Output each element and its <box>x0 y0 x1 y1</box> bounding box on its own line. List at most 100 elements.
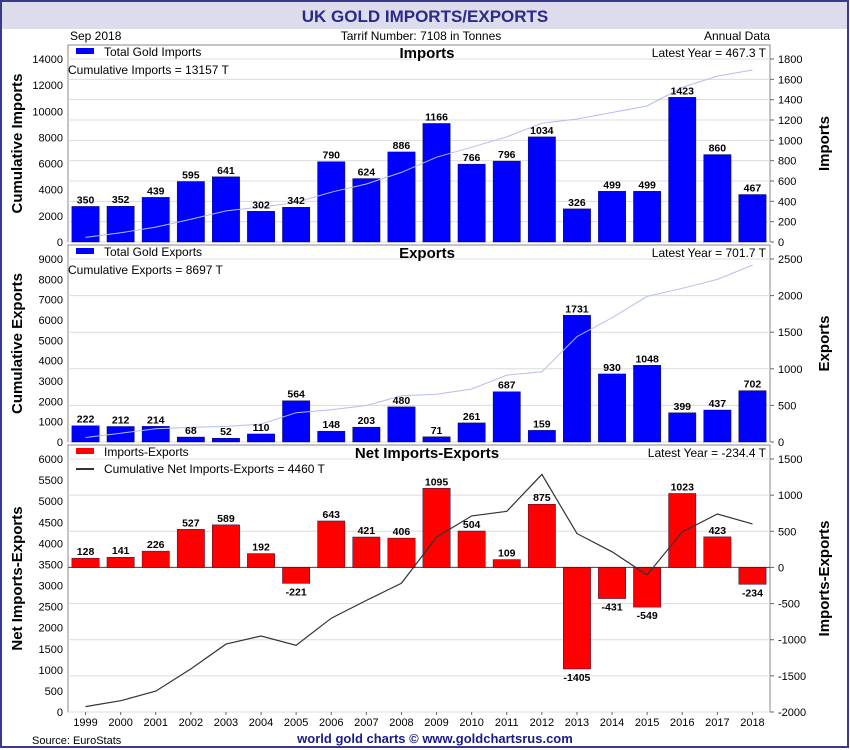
left-tick-label: 2000 <box>39 211 63 223</box>
value-label: 423 <box>709 525 727 537</box>
right-tick-label: 2500 <box>778 254 802 266</box>
right-axis-label: Imports-Exports <box>816 521 833 637</box>
bar-2015 <box>633 191 662 243</box>
right-tick-label: -2000 <box>778 707 806 719</box>
left-tick-label: 1000 <box>39 417 63 429</box>
bar-2004 <box>247 553 275 568</box>
bar-2005 <box>282 207 311 243</box>
value-label: 643 <box>322 509 340 521</box>
value-label: 342 <box>287 195 305 207</box>
value-label: 527 <box>182 517 200 529</box>
value-label: -549 <box>637 610 658 622</box>
bar-2007 <box>352 536 381 568</box>
left-tick-label: 2000 <box>39 396 63 408</box>
value-label: 886 <box>393 140 411 152</box>
value-label: 687 <box>498 380 516 392</box>
left-tick-label: 500 <box>45 686 63 698</box>
value-label: 326 <box>568 197 586 209</box>
right-tick-label: 0 <box>778 437 784 449</box>
latest-year-note: Latest Year = -234.4 T <box>648 446 767 460</box>
bar-1999 <box>71 425 100 443</box>
bar-2003 <box>212 437 240 443</box>
right-axis-label: Exports <box>816 316 833 372</box>
cumulative-line <box>85 264 753 438</box>
value-label: 467 <box>744 183 762 195</box>
value-label: -234 <box>742 587 763 599</box>
right-tick-label: 1000 <box>778 364 802 376</box>
left-tick-label: 5500 <box>39 475 63 487</box>
bar-2017 <box>703 409 732 443</box>
x-tick-label: 2017 <box>705 717 729 729</box>
value-label: -1405 <box>564 672 591 684</box>
left-tick-label: 6000 <box>39 159 63 171</box>
bar-2014 <box>598 191 626 243</box>
bar-1999 <box>71 206 100 243</box>
bar-2014 <box>598 373 626 443</box>
left-tick-label: 7000 <box>39 295 63 307</box>
bar-2013 <box>563 208 591 243</box>
bar-2008 <box>387 151 416 243</box>
value-label: 589 <box>217 513 235 525</box>
bar-2004 <box>247 211 275 243</box>
credit-label: world gold charts © www.goldchartsrus.co… <box>296 731 573 746</box>
value-label: 261 <box>463 411 481 423</box>
bar-2007 <box>352 426 381 443</box>
x-tick-label: 2006 <box>319 717 343 729</box>
x-tick-label: 2013 <box>565 717 589 729</box>
value-label: 192 <box>252 542 270 554</box>
left-tick-label: 2500 <box>39 602 63 614</box>
right-tick-label: 500 <box>778 526 796 538</box>
x-tick-label: 1999 <box>73 717 97 729</box>
x-tick-label: 2010 <box>459 717 483 729</box>
value-label: 875 <box>533 492 551 504</box>
right-tick-label: 1800 <box>778 54 802 66</box>
value-label: 421 <box>358 525 376 537</box>
panel-title: Imports <box>399 45 454 62</box>
value-label: 1166 <box>425 111 448 123</box>
panel-1: Cumulative Imports Imports020004000600080… <box>9 44 833 249</box>
bar-2012 <box>527 430 556 443</box>
left-tick-label: 0 <box>57 437 63 449</box>
bar-2007 <box>352 178 381 243</box>
bar-2017 <box>703 536 732 568</box>
bar-2000 <box>106 206 135 243</box>
left-tick-label: 1000 <box>39 665 63 677</box>
value-label: 437 <box>709 398 727 410</box>
value-label: 399 <box>673 401 691 413</box>
x-tick-label: 2016 <box>670 717 694 729</box>
bar-2013 <box>563 567 591 670</box>
bar-2011 <box>492 559 521 568</box>
cumulative-line <box>85 473 753 708</box>
x-tick-label: 2007 <box>354 717 378 729</box>
value-label: 350 <box>77 194 95 206</box>
value-label: 564 <box>287 389 305 401</box>
left-tick-label: 4000 <box>39 356 63 368</box>
cumulative-line <box>85 69 753 238</box>
legend-label: Cumulative Net Imports-Exports = 4460 T <box>104 462 326 476</box>
date-label: Sep 2018 <box>70 29 122 43</box>
value-label: 930 <box>603 362 621 374</box>
right-tick-label: 1600 <box>778 74 802 86</box>
bar-2015 <box>633 365 662 443</box>
bar-2018 <box>738 390 767 443</box>
right-tick-label: 1000 <box>778 490 802 502</box>
bar-2018 <box>738 194 767 243</box>
bar-2006 <box>317 520 346 568</box>
legend-swatch <box>76 448 94 454</box>
right-tick-label: 800 <box>778 156 796 168</box>
bar-2001 <box>141 197 170 243</box>
right-tick-label: 200 <box>778 217 796 229</box>
bar-2004 <box>247 433 275 443</box>
latest-year-note: Latest Year = 701.7 T <box>652 246 767 260</box>
value-label: 860 <box>709 143 727 155</box>
bar-2009 <box>422 436 451 443</box>
bar-2009 <box>422 488 451 568</box>
x-tick-label: 2004 <box>249 717 273 729</box>
right-tick-label: -1000 <box>778 635 806 647</box>
left-tick-label: 3000 <box>39 376 63 388</box>
value-label: 790 <box>322 150 340 162</box>
x-tick-label: 2018 <box>740 717 764 729</box>
bar-2006 <box>317 161 346 243</box>
right-tick-label: 500 <box>778 400 796 412</box>
bar-2005 <box>282 567 311 584</box>
